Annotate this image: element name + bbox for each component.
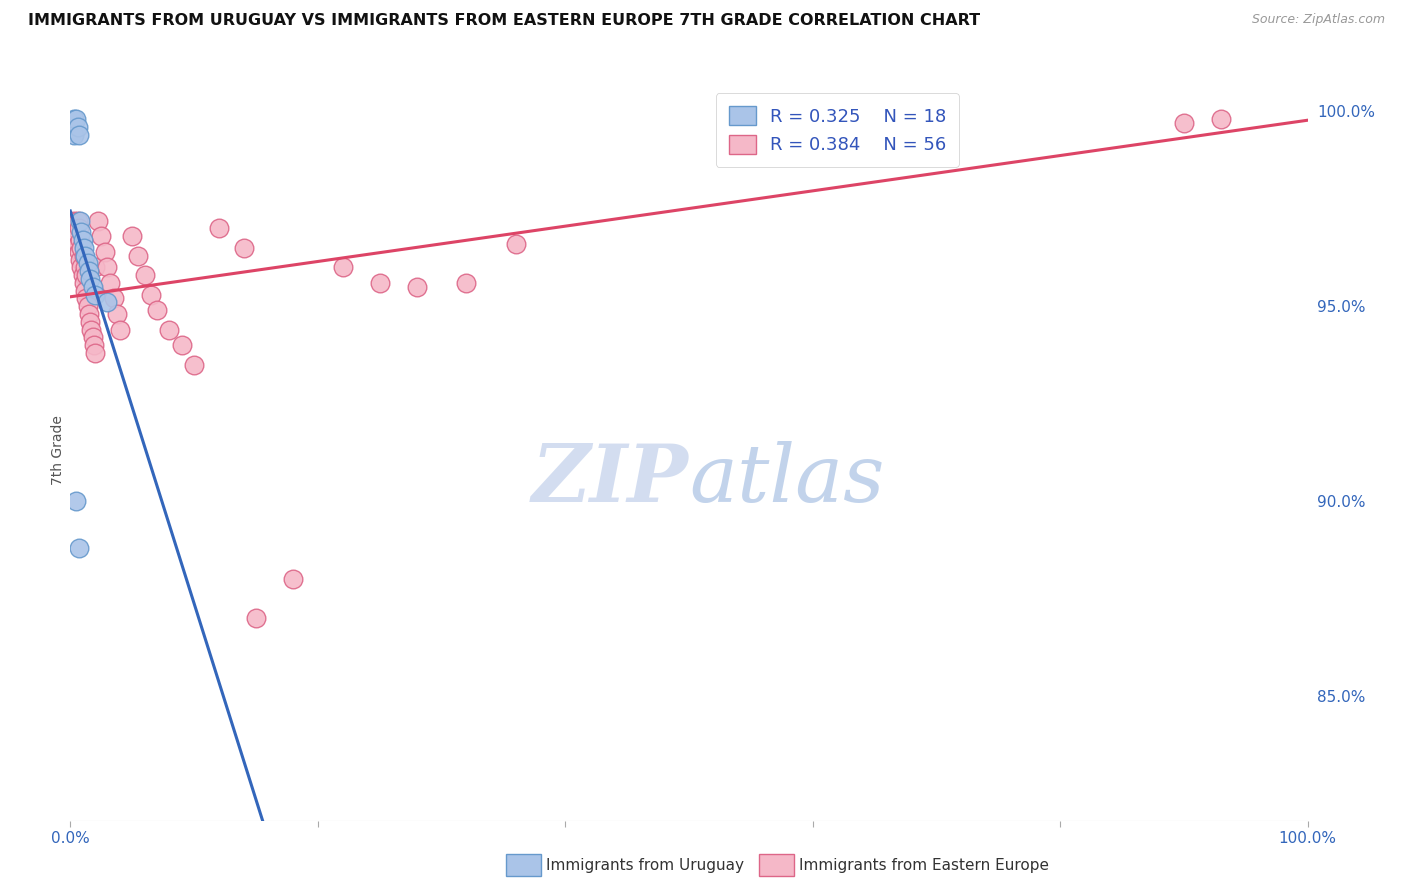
- Point: [76, 256, 98, 270]
- Point: [65, 112, 87, 127]
- Point: [103, 292, 125, 306]
- Point: [63, 128, 86, 142]
- Point: [505, 236, 527, 251]
- Point: [232, 241, 254, 255]
- Point: [368, 276, 391, 290]
- Point: [170, 338, 193, 352]
- Text: atlas: atlas: [689, 442, 884, 519]
- Point: [281, 572, 304, 586]
- Text: Immigrants from Eastern Europe: Immigrants from Eastern Europe: [799, 858, 1049, 872]
- Point: [134, 268, 156, 282]
- Point: [456, 276, 478, 290]
- Point: [70, 241, 93, 255]
- Point: [75, 284, 97, 298]
- Point: [75, 249, 97, 263]
- Point: [65, 494, 87, 508]
- Point: [108, 323, 131, 337]
- Point: [65, 229, 87, 244]
- Text: Immigrants from Uruguay: Immigrants from Uruguay: [546, 858, 744, 872]
- Point: [157, 323, 180, 337]
- Point: [98, 276, 121, 290]
- Point: [63, 213, 86, 227]
- Text: Source: ZipAtlas.com: Source: ZipAtlas.com: [1251, 13, 1385, 27]
- Point: [67, 244, 90, 259]
- Text: ZIP: ZIP: [531, 442, 689, 519]
- Point: [70, 225, 93, 239]
- Point: [105, 307, 128, 321]
- Point: [72, 268, 94, 282]
- Point: [332, 260, 354, 275]
- Point: [127, 249, 149, 263]
- Point: [73, 241, 96, 255]
- Point: [75, 268, 97, 282]
- Point: [66, 120, 89, 134]
- Point: [72, 233, 94, 247]
- Point: [69, 252, 91, 267]
- Point: [63, 112, 86, 127]
- Point: [146, 303, 169, 318]
- Point: [90, 229, 112, 244]
- Legend: R = 0.325    N = 18, R = 0.384    N = 56: R = 0.325 N = 18, R = 0.384 N = 56: [716, 93, 959, 167]
- Point: [82, 330, 104, 344]
- Point: [69, 233, 91, 247]
- Point: [67, 128, 90, 142]
- Point: [67, 221, 90, 235]
- Point: [121, 229, 143, 244]
- Point: [245, 611, 267, 625]
- Point: [66, 236, 89, 251]
- Point: [83, 338, 105, 352]
- Point: [66, 213, 89, 227]
- Point: [77, 264, 100, 278]
- Point: [863, 112, 886, 127]
- Point: [84, 287, 107, 301]
- Point: [776, 112, 799, 127]
- Point: [75, 260, 97, 275]
- Point: [70, 260, 93, 275]
- Point: [65, 221, 87, 235]
- Point: [84, 260, 107, 275]
- Point: [1173, 116, 1195, 130]
- Point: [405, 280, 427, 294]
- Point: [827, 116, 849, 130]
- Point: [183, 358, 205, 372]
- Point: [96, 295, 118, 310]
- Point: [69, 213, 91, 227]
- Point: [94, 244, 117, 259]
- Point: [67, 541, 90, 555]
- Point: [75, 292, 97, 306]
- Point: [73, 249, 96, 263]
- Point: [76, 299, 98, 313]
- Point: [77, 307, 100, 321]
- Point: [208, 221, 231, 235]
- Point: [79, 272, 101, 286]
- Point: [73, 276, 96, 290]
- Point: [84, 346, 107, 360]
- Point: [79, 315, 101, 329]
- Point: [86, 213, 108, 227]
- Point: [139, 287, 162, 301]
- Y-axis label: 7th Grade: 7th Grade: [51, 416, 65, 485]
- Point: [82, 280, 104, 294]
- Point: [1209, 112, 1232, 127]
- Point: [96, 260, 118, 275]
- Text: IMMIGRANTS FROM URUGUAY VS IMMIGRANTS FROM EASTERN EUROPE 7TH GRADE CORRELATION : IMMIGRANTS FROM URUGUAY VS IMMIGRANTS FR…: [28, 13, 980, 29]
- Point: [80, 323, 103, 337]
